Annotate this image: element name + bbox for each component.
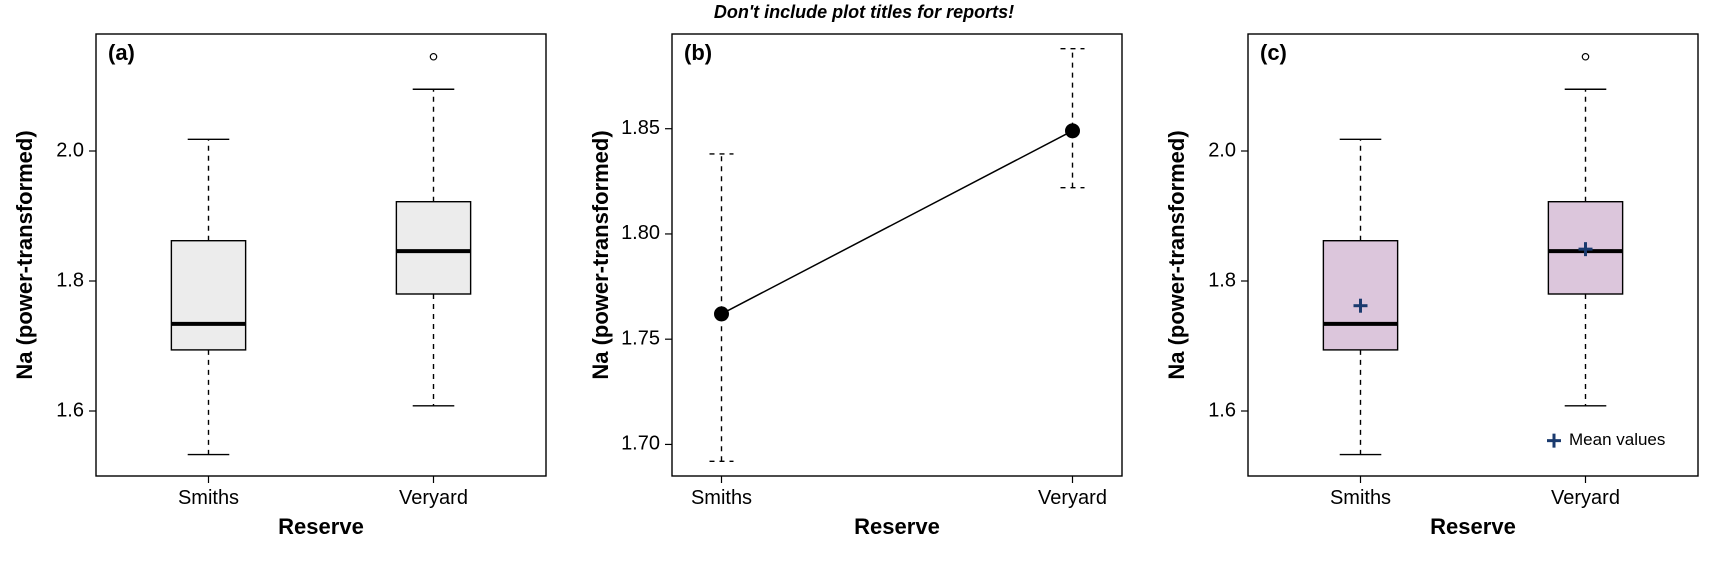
figure-container: 1.6 1.8 2.0 Smiths Veryard Reserve Na (power-t… (0, 0, 1728, 576)
panel-b-svg: 1.70 1.75 1.80 1.85 Smiths Veryard Reserve Na (… (576, 0, 1152, 576)
x-tick-label: Veryard (399, 487, 468, 509)
box (396, 202, 470, 294)
plot-border (1248, 34, 1698, 476)
plot-border (96, 34, 546, 476)
y-axis-label: Na (power-transformed) (1164, 130, 1189, 379)
plot-border (672, 34, 1122, 476)
y-tick-label: 1.80 (621, 222, 660, 244)
x-axis-label: Reserve (854, 514, 940, 539)
box (1323, 241, 1397, 350)
panel-b: Don't include plot titles for reports! 1… (576, 0, 1152, 576)
y-tick-label: 1.6 (56, 399, 84, 421)
panel-c: 1.6 1.8 2.0 Smiths Veryard Reserve Na (power-t… (1152, 0, 1728, 576)
y-tick-label: 1.8 (56, 269, 84, 291)
mean-point (715, 307, 729, 321)
box (171, 241, 245, 350)
x-axis-label: Reserve (1430, 514, 1516, 539)
outlier-point (430, 54, 436, 60)
y-tick-label: 1.75 (621, 327, 660, 349)
outlier-point (1582, 54, 1588, 60)
x-tick-label: Smiths (691, 487, 752, 509)
panel-c-svg: 1.6 1.8 2.0 Smiths Veryard Reserve Na (power-t… (1152, 0, 1728, 576)
x-tick-label: Smiths (1330, 487, 1391, 509)
x-tick-label: Veryard (1551, 487, 1620, 509)
x-tick-label: Smiths (178, 487, 239, 509)
y-tick-label: 2.0 (1208, 139, 1236, 161)
mean-connector-line (722, 131, 1073, 314)
panel-a: 1.6 1.8 2.0 Smiths Veryard Reserve Na (power-t… (0, 0, 576, 576)
y-tick-label: 1.85 (621, 117, 660, 139)
y-tick-label: 1.8 (1208, 269, 1236, 291)
x-axis-label: Reserve (278, 514, 364, 539)
y-tick-label: 1.6 (1208, 399, 1236, 421)
panel-letter: (b) (684, 40, 712, 65)
x-tick-label: Veryard (1038, 487, 1107, 509)
panel-letter: (a) (108, 40, 135, 65)
panel-a-svg: 1.6 1.8 2.0 Smiths Veryard Reserve Na (power-t… (0, 0, 576, 576)
y-axis-label: Na (power-transformed) (12, 130, 37, 379)
mean-point (1066, 124, 1080, 138)
panel-letter: (c) (1260, 40, 1287, 65)
figure-sup-title: Don't include plot titles for reports! (576, 2, 1152, 23)
y-tick-label: 1.70 (621, 433, 660, 455)
legend-label: Mean values (1569, 430, 1665, 449)
y-tick-label: 2.0 (56, 139, 84, 161)
y-axis-label: Na (power-transformed) (588, 130, 613, 379)
